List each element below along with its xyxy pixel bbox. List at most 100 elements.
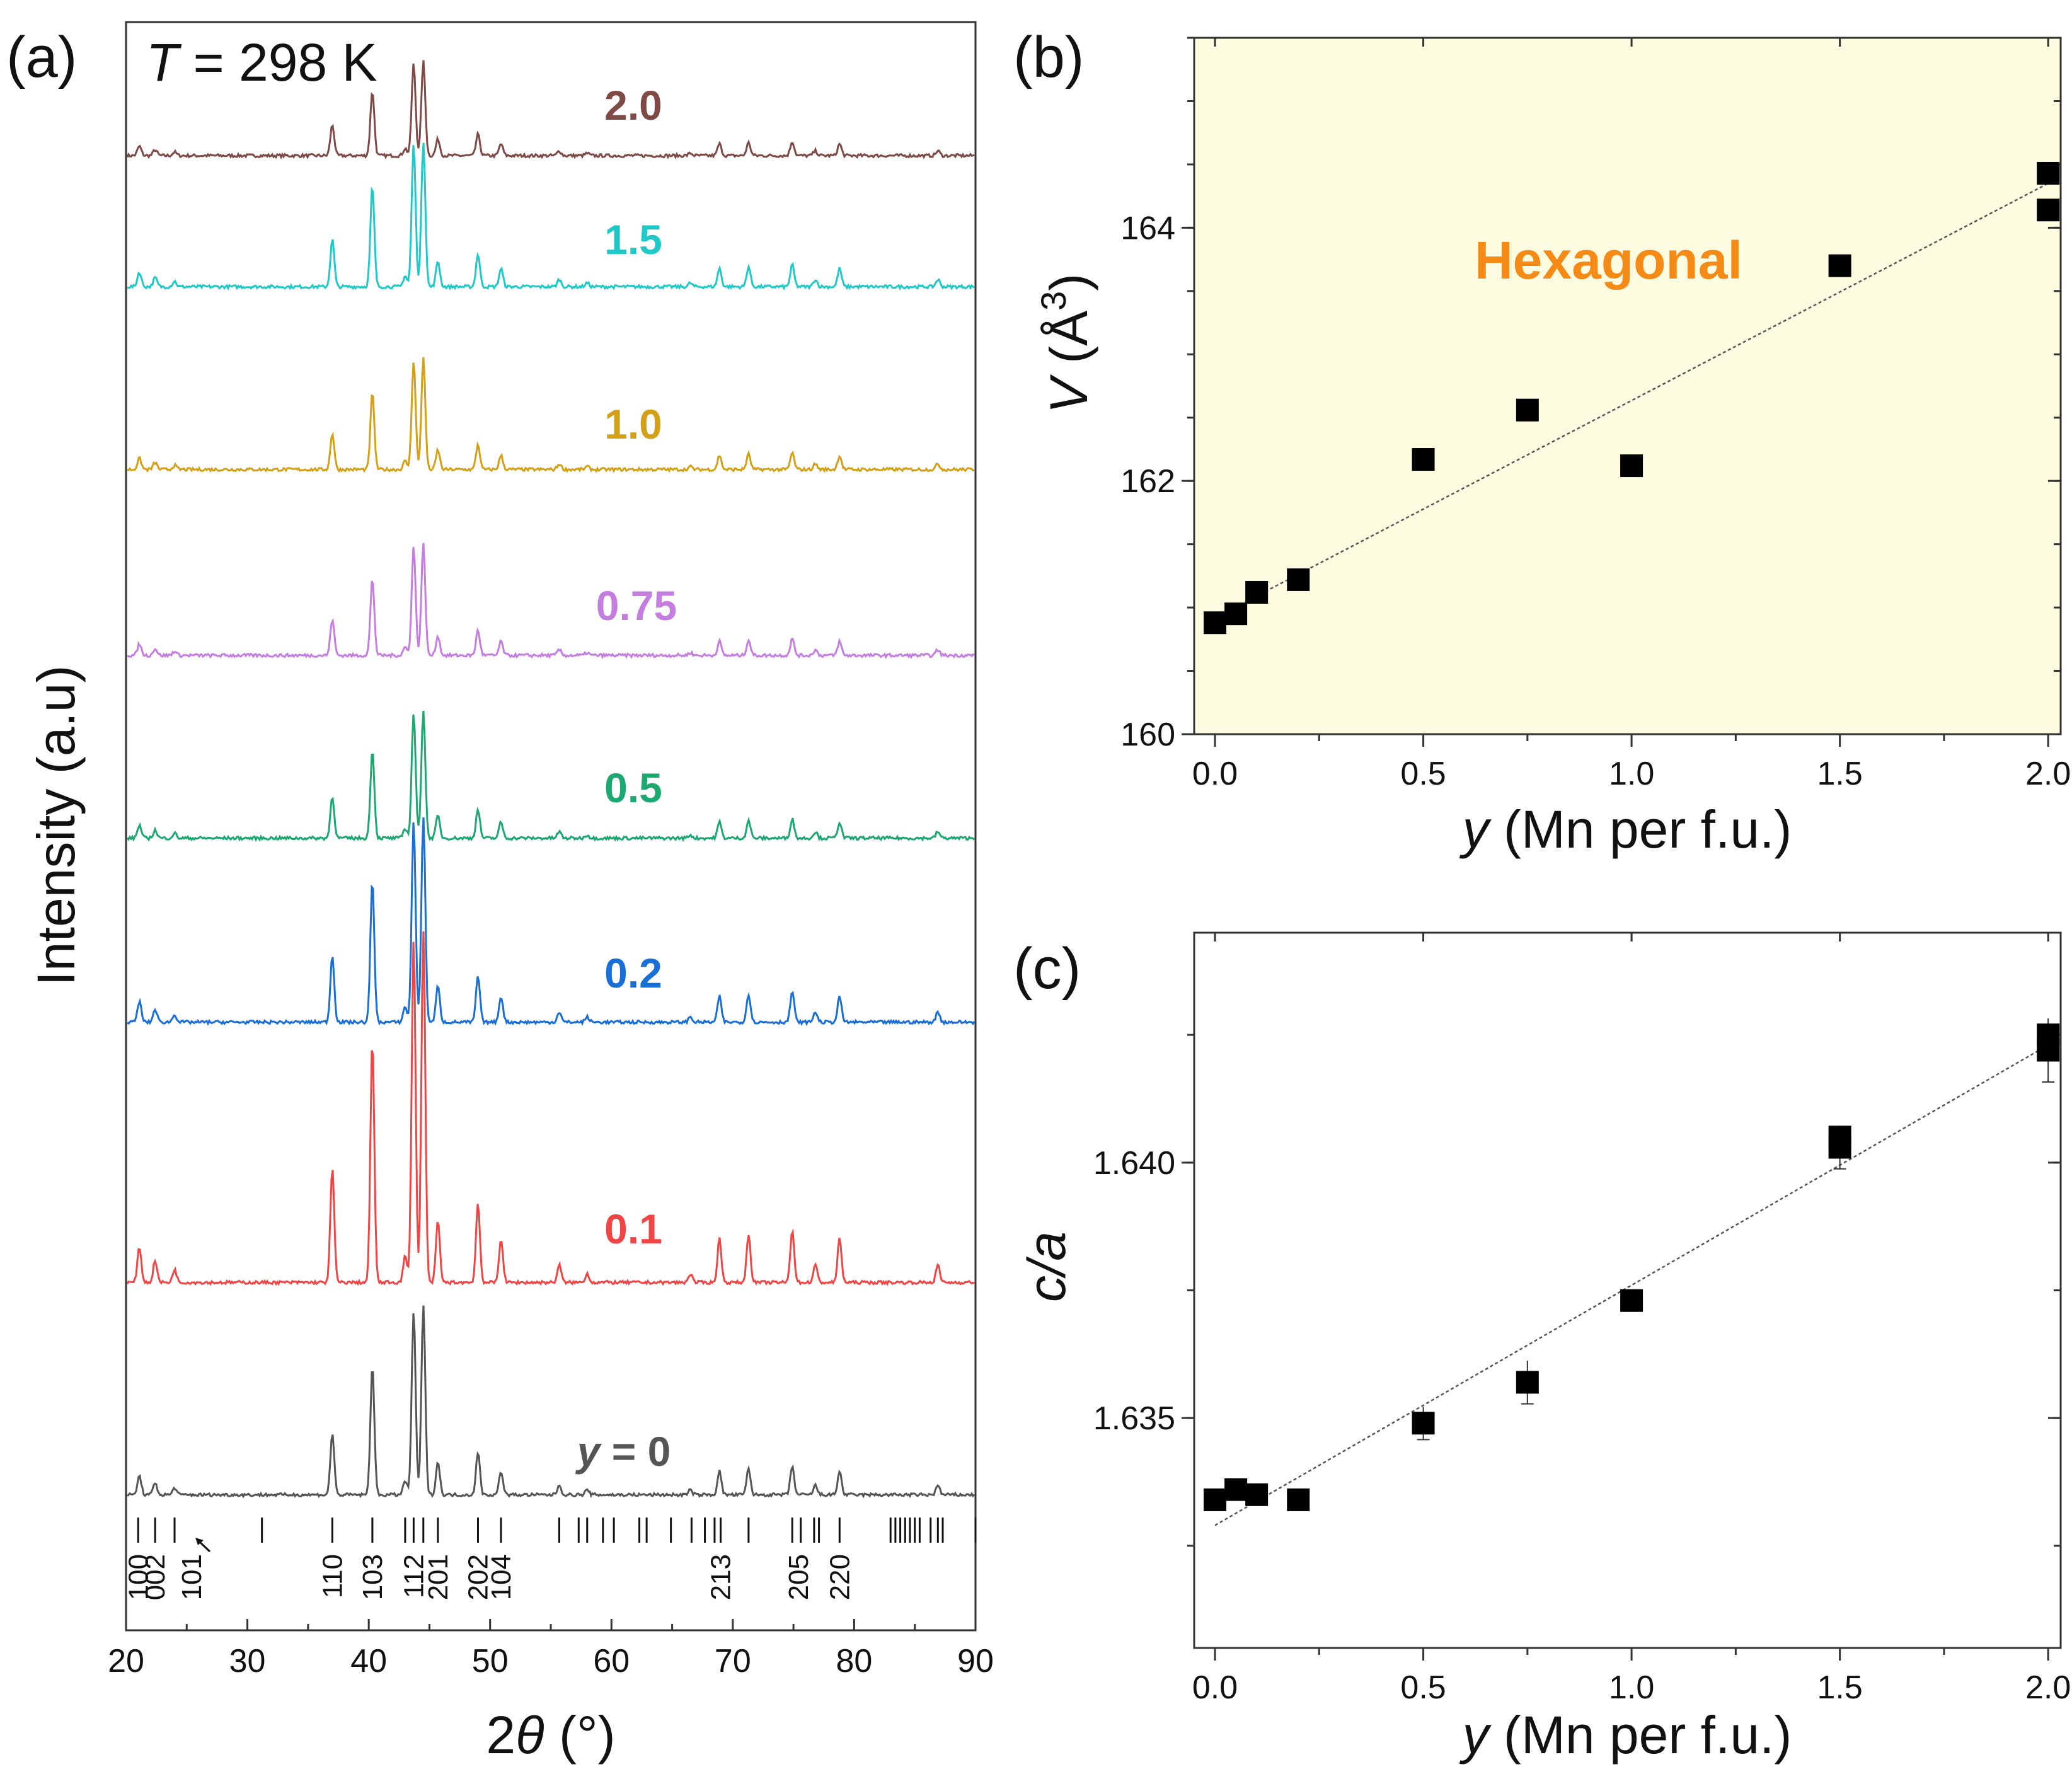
data-point: [1245, 580, 1269, 604]
series-label-0.75: 0.75: [596, 582, 677, 629]
y-tick-label-162: 162: [1120, 463, 1175, 500]
data-point: [1245, 1483, 1269, 1506]
panel-a-y-axis-label: Intensity (a.u): [26, 665, 86, 986]
reflection-label-103: 103: [357, 1554, 388, 1600]
x-tick-label-1.5: 1.5: [1817, 1669, 1862, 1706]
data-point: [2037, 199, 2060, 222]
series-label-0: y = 0: [575, 1428, 671, 1475]
reflection-label-205: 205: [783, 1554, 814, 1600]
data-point: [2037, 1023, 2060, 1047]
data-point: [1620, 1289, 1643, 1312]
y-tick-label-164: 164: [1120, 210, 1175, 246]
x-tick-label-80: 80: [836, 1643, 873, 1679]
y-tick-label-1.635: 1.635: [1093, 1400, 1175, 1437]
x-tick-label-20: 20: [108, 1643, 144, 1679]
x-tick-label-60: 60: [593, 1643, 630, 1679]
reflection-101-arrowhead: [195, 1538, 204, 1545]
panel-a-x-ticks: 20 30 40 50 60 70 80 90: [108, 1619, 994, 1679]
series-label-value: 1.5: [604, 216, 662, 263]
reflection-label-213: 213: [706, 1554, 737, 1600]
xrd-patterns: 2.0 1.5 1.0 0.75 0.5 0.2 0.1 y = 0: [126, 60, 976, 1499]
data-point: [1287, 1488, 1310, 1511]
panel-a-letter: (a): [6, 25, 77, 89]
y-tick-label-160: 160: [1120, 717, 1175, 753]
xrd-pattern-0.75: [127, 543, 975, 660]
reflection-label-101: 101: [176, 1554, 207, 1600]
series-label-value: 0.1: [604, 1206, 662, 1252]
x-tick-label-1.0: 1.0: [1609, 1669, 1654, 1706]
x-tick-label-2.0: 2.0: [2025, 756, 2071, 792]
data-point: [1224, 602, 1248, 626]
series-label-1.5: 1.5: [604, 216, 662, 263]
panel-c-x-axis-label: y (Mn per f.u.): [1459, 1705, 1792, 1765]
x-tick-label-0.0: 0.0: [1192, 1669, 1238, 1706]
data-point: [1412, 1412, 1435, 1435]
hexagonal-annotation: Hexagonal: [1475, 231, 1742, 290]
series-label-value: 0.5: [604, 764, 662, 811]
xrd-pattern-2.0: [126, 60, 975, 160]
xrd-pattern-1.5: [127, 142, 975, 291]
data-point: [1516, 398, 1539, 422]
x-tick-label-90: 90: [957, 1643, 994, 1679]
data-point: [2037, 161, 2060, 185]
data-point: [1516, 1371, 1539, 1394]
data-point: [1620, 454, 1643, 478]
series-label-value: 0.75: [596, 582, 677, 629]
panel-c-letter: (c): [1013, 936, 1081, 1001]
x-tick-label-50: 50: [472, 1643, 509, 1679]
panel-a-x-axis-label: 2θ (°): [486, 1705, 615, 1765]
reflection-101-arrow: [198, 1540, 211, 1553]
x-tick-label-40: 40: [350, 1643, 387, 1679]
series-label-value: 0.2: [604, 950, 662, 996]
series-label-0.1: 0.1: [604, 1206, 662, 1252]
panel-b-x-axis-label: y (Mn per f.u.): [1459, 800, 1792, 859]
reflection-label-100: 100: [123, 1554, 154, 1600]
linear-fit-line: [1214, 182, 2049, 619]
panel-a-frame: [125, 21, 977, 1632]
series-label-2.0: 2.0: [604, 82, 662, 129]
xrd-pattern-1.0: [127, 357, 975, 473]
panel-b-plot: 0.0 0.5 1.0 1.5 2.0 160 162 164: [1120, 37, 2071, 792]
x-tick-label-0.5: 0.5: [1400, 1669, 1446, 1706]
reflection-label-201: 201: [423, 1554, 454, 1600]
data-point: [1287, 568, 1310, 591]
series-label-1.0: 1.0: [604, 401, 662, 447]
series-label-0.2: 0.2: [604, 950, 662, 996]
x-tick-label-0.5: 0.5: [1400, 756, 1446, 792]
x-tick-label-0.0: 0.0: [1192, 756, 1238, 792]
panel-c: (c) 0.0 0.5 1.0 1.5 2.0 1.635 1.640 y (Mn per …: [1013, 931, 2071, 1765]
data-point: [1412, 448, 1435, 471]
series-label-prefix: y: [575, 1428, 602, 1475]
series-label-value: 1.0: [604, 401, 662, 447]
reflection-label-110: 110: [317, 1554, 348, 1598]
xrd-pattern-0.2: [127, 817, 976, 1027]
reflection-label-104: 104: [486, 1554, 517, 1600]
panel-b: (b) Hexagonal 0.0 0.5 1.0 1.5 2.0 160 162 164 y…: [1013, 25, 2071, 859]
x-tick-label-2.0: 2.0: [2025, 1669, 2071, 1706]
panel-b-frame: [1193, 37, 2062, 735]
data-point: [1204, 1488, 1227, 1511]
panel-c-y-axis-label: c/a: [1017, 1231, 1076, 1302]
data-point: [1224, 1478, 1248, 1501]
data-point: [1204, 611, 1227, 635]
x-tick-label-1.5: 1.5: [1817, 756, 1862, 792]
reflection-label-112: 112: [398, 1554, 429, 1598]
xrd-pattern-0.1: [126, 931, 975, 1286]
xrd-pattern-0: [127, 1305, 976, 1499]
panel-a: (a) T = 298 K 2.0 1.5 1.0 0.75 0.5 0.2 0.1 y = …: [6, 21, 994, 1765]
series-label-value: = 0: [600, 1428, 671, 1475]
series-label-0.5: 0.5: [604, 764, 662, 811]
xrd-pattern-0.5: [126, 710, 976, 842]
panel-b-letter: (b): [1013, 25, 1084, 89]
reflection-label-220: 220: [824, 1554, 855, 1600]
x-tick-label-1.0: 1.0: [1609, 756, 1654, 792]
temperature-annotation: T = 298 K: [146, 33, 377, 92]
series-label-value: 2.0: [604, 82, 662, 129]
reflection-label-002: 002: [140, 1554, 171, 1600]
panel-b-y-axis-label: V (Å3): [1033, 274, 1098, 414]
data-point: [1828, 254, 1851, 277]
reflection-label-202: 202: [463, 1554, 493, 1600]
data-point: [1828, 1126, 1851, 1149]
panel-c-plot: 0.0 0.5 1.0 1.5 2.0 1.635 1.640: [1093, 933, 2071, 1706]
